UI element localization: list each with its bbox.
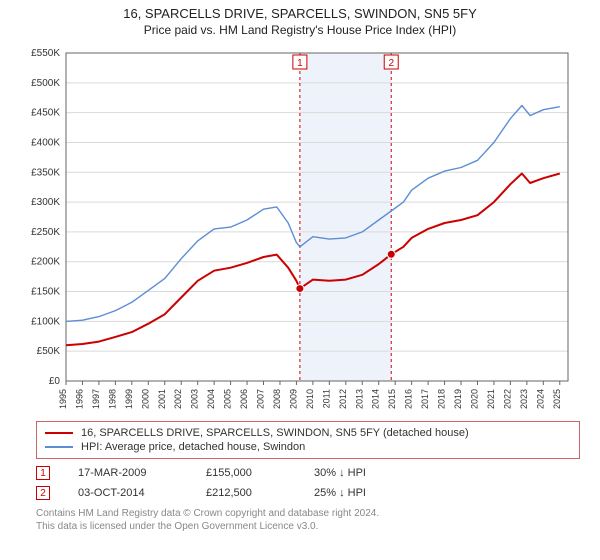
svg-text:2004: 2004	[206, 389, 216, 409]
legend-label-hpi: HPI: Average price, detached house, Swin…	[81, 441, 305, 453]
svg-text:2005: 2005	[223, 389, 233, 409]
svg-text:£200K: £200K	[31, 257, 60, 268]
footnote-line1: Contains HM Land Registry data © Crown c…	[36, 507, 580, 520]
svg-text:2016: 2016	[404, 389, 414, 409]
svg-text:£0: £0	[49, 376, 61, 387]
footnote-line2: This data is licensed under the Open Gov…	[36, 520, 580, 533]
marker-date-1: 17-MAR-2009	[78, 467, 178, 479]
sale-marker-row-1: 1 17-MAR-2009 £155,000 30% ↓ HPI	[36, 463, 580, 483]
marker-price-1: £155,000	[206, 467, 286, 479]
svg-text:2008: 2008	[272, 389, 282, 409]
svg-text:2006: 2006	[239, 389, 249, 409]
svg-text:2014: 2014	[371, 389, 381, 409]
chart-title-subtitle: Price paid vs. HM Land Registry's House …	[0, 23, 600, 37]
svg-text:2017: 2017	[420, 389, 430, 409]
svg-text:2025: 2025	[552, 389, 562, 409]
svg-text:£150K: £150K	[31, 287, 60, 298]
legend-box: 16, SPARCELLS DRIVE, SPARCELLS, SWINDON,…	[36, 421, 580, 459]
chart-title-address: 16, SPARCELLS DRIVE, SPARCELLS, SWINDON,…	[0, 6, 600, 21]
svg-text:2003: 2003	[190, 389, 200, 409]
svg-text:£550K: £550K	[31, 48, 60, 59]
svg-text:£100K: £100K	[31, 316, 60, 327]
svg-text:2009: 2009	[288, 389, 298, 409]
svg-text:2001: 2001	[157, 389, 167, 409]
svg-text:2020: 2020	[469, 389, 479, 409]
svg-text:1998: 1998	[107, 389, 117, 409]
marker-date-2: 03-OCT-2014	[78, 487, 178, 499]
svg-text:2: 2	[388, 58, 394, 69]
marker-badge-2: 2	[36, 486, 50, 500]
svg-text:£400K: £400K	[31, 137, 60, 148]
chart-title-block: 16, SPARCELLS DRIVE, SPARCELLS, SWINDON,…	[0, 0, 600, 41]
svg-text:2002: 2002	[173, 389, 183, 409]
svg-text:2013: 2013	[354, 389, 364, 409]
svg-text:2010: 2010	[305, 389, 315, 409]
svg-text:£50K: £50K	[37, 346, 61, 357]
svg-text:1995: 1995	[58, 389, 68, 409]
sale-markers-table: 1 17-MAR-2009 £155,000 30% ↓ HPI 2 03-OC…	[36, 463, 580, 503]
svg-text:£450K: £450K	[31, 108, 60, 119]
svg-text:£250K: £250K	[31, 227, 60, 238]
footnote: Contains HM Land Registry data © Crown c…	[36, 507, 580, 533]
legend-swatch-hpi	[45, 446, 73, 448]
svg-text:£500K: £500K	[31, 78, 60, 89]
svg-text:1997: 1997	[91, 389, 101, 409]
svg-text:1999: 1999	[124, 389, 134, 409]
sale-marker-row-2: 2 03-OCT-2014 £212,500 25% ↓ HPI	[36, 483, 580, 503]
svg-text:2019: 2019	[453, 389, 463, 409]
marker-price-2: £212,500	[206, 487, 286, 499]
svg-text:2022: 2022	[502, 389, 512, 409]
svg-text:2012: 2012	[338, 389, 348, 409]
svg-text:2000: 2000	[140, 389, 150, 409]
svg-text:1996: 1996	[74, 389, 84, 409]
chart-area: £0 £50K £100K £150K £200K £250K £300K £350K £400…	[20, 45, 580, 415]
svg-text:2023: 2023	[519, 389, 529, 409]
legend-label-price-paid: 16, SPARCELLS DRIVE, SPARCELLS, SWINDON,…	[81, 427, 469, 439]
svg-text:1: 1	[297, 58, 303, 69]
marker-badge-1: 1	[36, 466, 50, 480]
svg-text:£300K: £300K	[31, 197, 60, 208]
line-chart-svg: £0 £50K £100K £150K £200K £250K £300K £350K £400…	[20, 45, 580, 415]
marker-delta-1: 30% ↓ HPI	[314, 467, 414, 479]
legend-item-hpi: HPI: Average price, detached house, Swin…	[45, 440, 571, 454]
svg-text:2007: 2007	[256, 389, 266, 409]
svg-text:2018: 2018	[437, 389, 447, 409]
svg-text:2024: 2024	[535, 389, 545, 409]
svg-text:2021: 2021	[486, 389, 496, 409]
svg-text:2015: 2015	[387, 389, 397, 409]
marker-delta-2: 25% ↓ HPI	[314, 487, 414, 499]
legend-swatch-price-paid	[45, 432, 73, 434]
svg-text:2011: 2011	[321, 389, 331, 408]
svg-text:£350K: £350K	[31, 167, 60, 178]
legend-item-price-paid: 16, SPARCELLS DRIVE, SPARCELLS, SWINDON,…	[45, 426, 571, 440]
